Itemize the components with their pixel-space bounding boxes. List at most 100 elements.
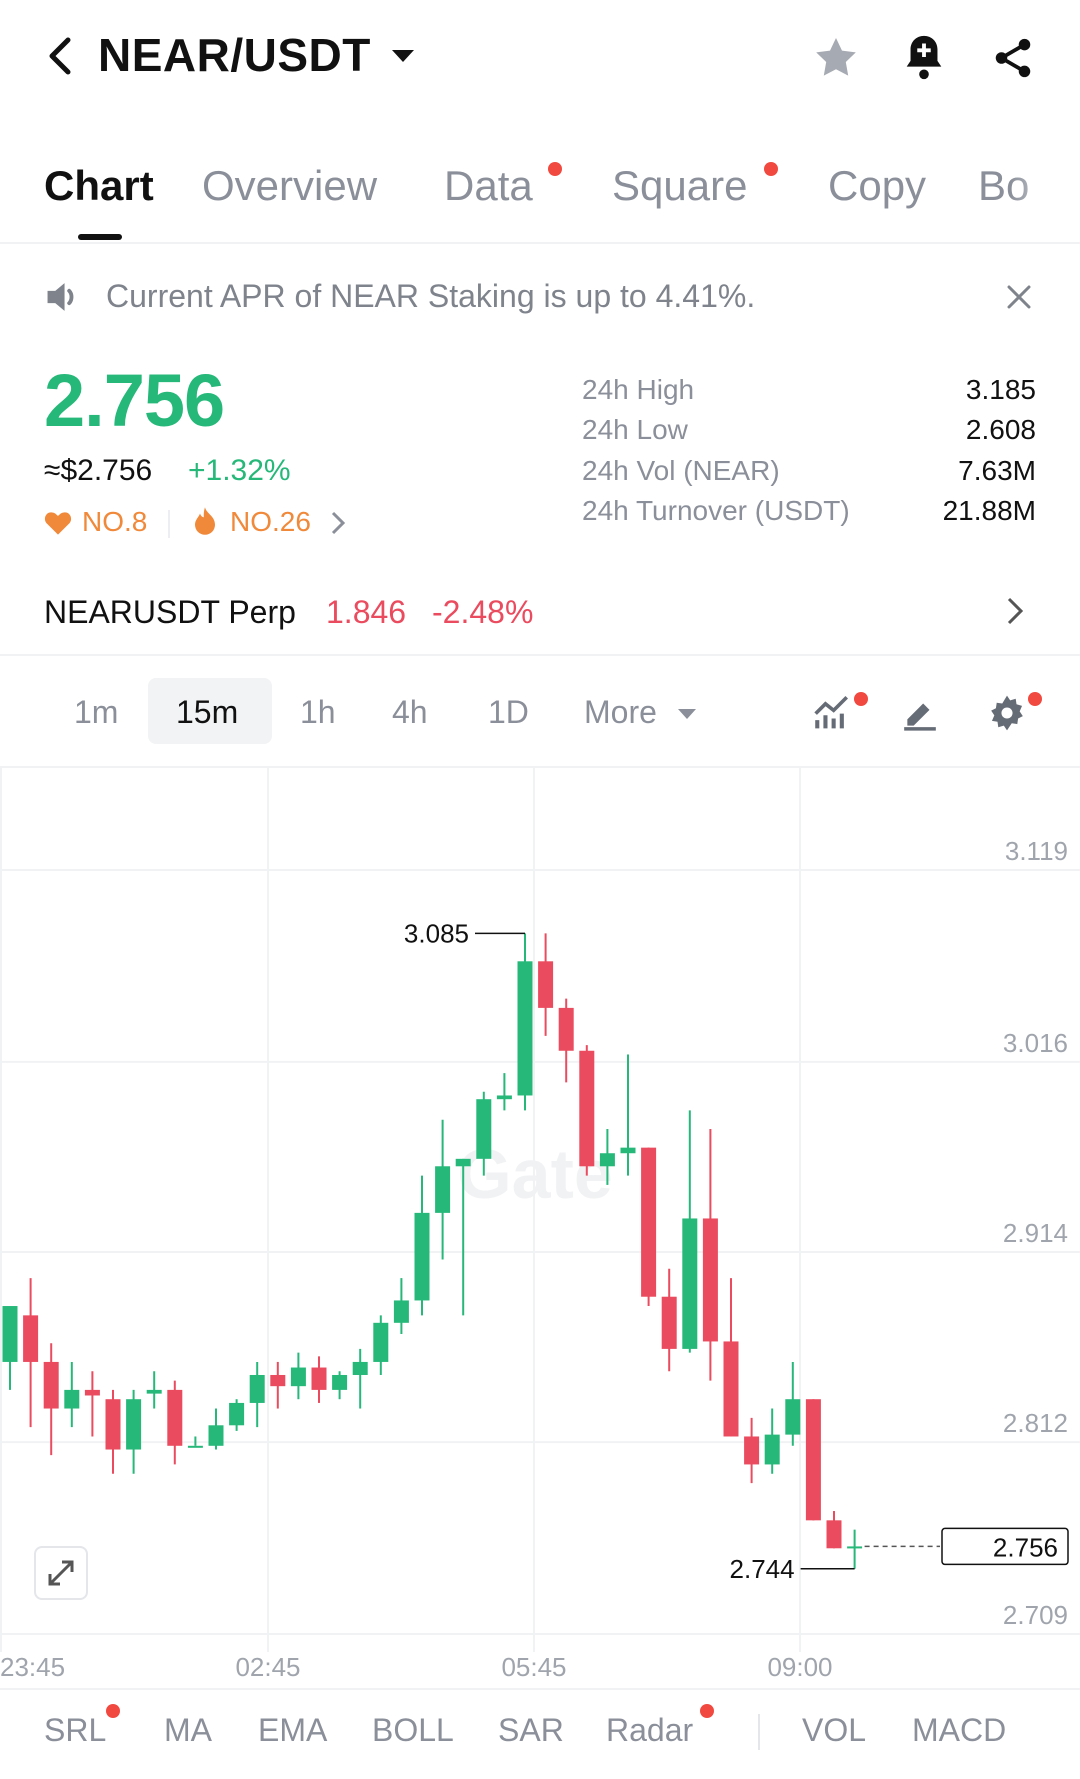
rank-badge-1[interactable]: NO.8 (82, 506, 148, 537)
candle-body (311, 1367, 327, 1390)
candle-body (620, 1147, 636, 1154)
tab-square-badge (764, 162, 778, 176)
candle-body (847, 1546, 863, 1549)
stat-label-turnover: 24h Turnover (USDT) (582, 495, 850, 526)
pair-title[interactable]: NEAR/USDT (98, 29, 371, 81)
indicator-divider (758, 1714, 760, 1750)
candle-body (764, 1434, 780, 1465)
rank-badge-2[interactable]: NO.26 (230, 506, 311, 537)
stat-label-high: 24h High (582, 374, 695, 405)
candle-body (785, 1399, 801, 1435)
notice-text[interactable]: Current APR of NEAR Staking is up to 4.4… (106, 278, 756, 314)
indicator-macd[interactable]: MACD (912, 1712, 1007, 1748)
candle-body (723, 1341, 739, 1437)
stat-value-high: 3.185 (965, 374, 1036, 405)
y-tick-label: 3.016 (1003, 1028, 1068, 1058)
perp-price: 1.846 (326, 594, 407, 630)
x-tick-label: 02:45 (235, 1652, 300, 1682)
indicator-ema[interactable]: EMA (258, 1712, 328, 1748)
perp-chevron-right-icon[interactable] (1006, 596, 1024, 631)
low-price-label: 2.744 (730, 1554, 795, 1584)
timeframe-1h[interactable]: 1h (300, 694, 336, 730)
price-change: +1.32% (188, 454, 291, 487)
active-tab-indicator (78, 234, 122, 240)
more-dropdown-icon[interactable] (678, 708, 696, 726)
tab-square[interactable]: Square (612, 162, 748, 209)
candle-body (208, 1425, 224, 1446)
candle-body (805, 1399, 821, 1521)
tab-data-badge (548, 162, 562, 176)
tab-copy[interactable]: Copy (828, 162, 927, 209)
perp-name[interactable]: NEARUSDT Perp (44, 594, 296, 630)
candle-body (496, 1095, 512, 1100)
settings-badge (1028, 692, 1042, 706)
last-price-box (941, 1527, 1069, 1566)
selected-timeframe-bg (148, 678, 272, 744)
indicator-srl-badge (106, 1704, 120, 1718)
candle-body (229, 1402, 245, 1426)
draw-pencil-icon[interactable] (900, 694, 940, 737)
candle-body (538, 961, 554, 1008)
candle-body (393, 1300, 409, 1323)
candle-body (249, 1374, 265, 1403)
pair-dropdown-icon[interactable] (392, 50, 414, 69)
indicator-badge (854, 692, 868, 706)
close-icon[interactable] (1006, 284, 1032, 315)
candle-body (476, 1099, 492, 1159)
timeframe-1d[interactable]: 1D (488, 694, 529, 730)
candle-body (2, 1306, 18, 1362)
candle-body (579, 1050, 595, 1167)
candle-body (146, 1389, 162, 1394)
candle-body (187, 1445, 203, 1448)
high-price-label: 3.085 (404, 918, 469, 948)
candle-body (517, 961, 533, 1096)
x-tick-label: 09:00 (767, 1652, 832, 1682)
y-tick-label: 2.914 (1003, 1218, 1068, 1248)
tab-chart[interactable]: Chart (44, 162, 154, 209)
indicator-ma[interactable]: MA (164, 1712, 212, 1748)
candle-body (826, 1520, 842, 1549)
candle-body (435, 1166, 451, 1213)
candle-body (455, 1158, 471, 1167)
timeframe-1m[interactable]: 1m (74, 694, 119, 730)
stat-label-vol: 24h Vol (NEAR) (582, 455, 780, 486)
timeframe-15m[interactable]: 15m (176, 694, 239, 730)
candle-body (744, 1436, 760, 1465)
stat-value-vol: 7.63M (958, 455, 1036, 486)
candle-body (414, 1212, 430, 1301)
last-price-label: 2.756 (993, 1532, 1058, 1562)
indicator-boll[interactable]: BOLL (372, 1712, 454, 1748)
candle-body (702, 1218, 718, 1342)
flame-rank-icon (192, 506, 218, 541)
candle-body (84, 1389, 100, 1396)
candle-body (661, 1296, 677, 1349)
star-icon[interactable] (812, 34, 860, 87)
stat-value-turnover: 21.88M (942, 495, 1036, 526)
candle-body (599, 1153, 615, 1167)
indicator-srl[interactable]: SRL (44, 1712, 107, 1748)
tab-data[interactable]: Data (444, 162, 533, 209)
candle-body (682, 1218, 698, 1349)
rank-chevron-right-icon[interactable] (330, 510, 346, 541)
fullscreen-expand-icon[interactable] (34, 1546, 88, 1600)
candle-body (167, 1389, 183, 1446)
share-icon[interactable] (990, 34, 1036, 87)
indicator-sar[interactable]: SAR (498, 1712, 564, 1748)
tab-overview[interactable]: Overview (202, 162, 378, 209)
indicator-vol[interactable]: VOL (802, 1712, 867, 1748)
settings-gear-icon[interactable] (988, 694, 1026, 737)
y-tick-label: 2.709 (1003, 1600, 1068, 1630)
candle-body (558, 1007, 574, 1051)
timeframe-more[interactable]: More (584, 694, 657, 730)
indicator-radar[interactable]: Radar (606, 1712, 694, 1748)
usd-price: ≈$2.756 (44, 454, 153, 487)
indicator-chart-icon[interactable] (812, 694, 852, 735)
candle-body (105, 1399, 121, 1450)
price-alert-bell-icon[interactable] (900, 32, 948, 87)
back-icon[interactable] (40, 34, 80, 78)
candle-body (373, 1322, 389, 1362)
x-tick-label: 05:45 (501, 1652, 566, 1682)
last-price: 2.756 (44, 359, 225, 442)
timeframe-4h[interactable]: 4h (392, 694, 428, 730)
